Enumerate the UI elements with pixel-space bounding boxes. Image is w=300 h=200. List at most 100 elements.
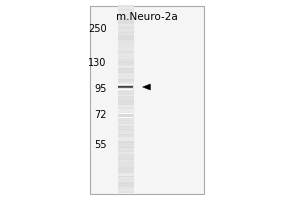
Bar: [118, 68, 134, 70]
Bar: [118, 118, 134, 120]
Text: 72: 72: [94, 110, 106, 120]
Bar: [118, 184, 134, 185]
Bar: [118, 54, 134, 55]
Bar: [118, 76, 134, 77]
Bar: [118, 149, 134, 151]
Bar: [118, 96, 134, 98]
Bar: [118, 146, 134, 148]
Bar: [118, 27, 134, 29]
Bar: [118, 123, 134, 124]
Bar: [118, 74, 134, 76]
Bar: [118, 9, 134, 10]
Bar: [118, 16, 134, 18]
Bar: [118, 41, 134, 43]
Bar: [118, 91, 134, 93]
Bar: [118, 99, 134, 101]
Bar: [118, 105, 134, 107]
Bar: [118, 179, 134, 180]
Bar: [118, 37, 134, 38]
Bar: [118, 7, 134, 9]
Bar: [118, 88, 134, 90]
Bar: [118, 171, 134, 173]
Bar: [118, 21, 134, 23]
Bar: [118, 115, 134, 116]
Bar: [118, 182, 134, 184]
Bar: [118, 138, 134, 140]
Bar: [118, 34, 134, 35]
Bar: [118, 90, 134, 91]
Bar: [118, 127, 134, 129]
Bar: [118, 20, 134, 21]
Bar: [118, 110, 134, 112]
Bar: [118, 65, 134, 66]
Text: 55: 55: [94, 140, 106, 150]
Bar: [118, 51, 134, 52]
Bar: [118, 98, 134, 99]
Text: 95: 95: [94, 84, 106, 94]
Bar: [118, 85, 134, 87]
Bar: [118, 45, 134, 46]
Bar: [118, 13, 134, 15]
Bar: [118, 55, 134, 57]
Bar: [118, 159, 134, 160]
Bar: [118, 165, 134, 166]
Bar: [118, 26, 134, 27]
Bar: [118, 40, 134, 41]
Bar: [118, 35, 134, 37]
Bar: [118, 137, 134, 138]
Bar: [118, 141, 134, 143]
Bar: [119, 113, 133, 114]
Bar: [118, 132, 134, 134]
Bar: [118, 73, 134, 74]
Bar: [118, 7, 134, 193]
Bar: [118, 145, 134, 146]
Bar: [118, 62, 134, 63]
Bar: [118, 140, 134, 141]
Bar: [118, 29, 134, 30]
Bar: [118, 101, 134, 102]
Bar: [118, 71, 134, 73]
Bar: [118, 151, 134, 152]
Bar: [118, 18, 134, 20]
Bar: [118, 154, 134, 155]
Bar: [118, 121, 134, 123]
Bar: [118, 30, 134, 32]
Bar: [118, 77, 134, 79]
Bar: [118, 93, 134, 95]
Bar: [118, 79, 134, 80]
Bar: [90, 6, 204, 194]
Bar: [118, 181, 134, 182]
Bar: [118, 134, 134, 135]
Bar: [118, 82, 134, 84]
Bar: [118, 109, 134, 110]
Polygon shape: [142, 84, 150, 90]
Bar: [118, 70, 134, 71]
Bar: [118, 43, 134, 45]
Bar: [118, 170, 134, 171]
Bar: [118, 52, 134, 54]
Bar: [118, 15, 134, 16]
Text: 130: 130: [88, 58, 106, 68]
Bar: [118, 174, 134, 176]
Bar: [118, 59, 134, 60]
Bar: [118, 126, 134, 127]
Bar: [118, 32, 134, 34]
Bar: [118, 102, 134, 104]
Bar: [118, 24, 134, 26]
Bar: [118, 116, 134, 118]
Bar: [118, 10, 134, 12]
Bar: [118, 87, 134, 88]
Bar: [118, 60, 134, 62]
Bar: [119, 117, 133, 118]
Bar: [118, 124, 134, 126]
Bar: [118, 173, 134, 174]
Bar: [118, 135, 134, 137]
Bar: [118, 38, 134, 40]
Bar: [118, 176, 134, 177]
Bar: [118, 148, 134, 149]
Text: 250: 250: [88, 24, 106, 34]
Bar: [118, 48, 134, 49]
Bar: [118, 187, 134, 188]
Bar: [118, 188, 134, 190]
Bar: [118, 152, 134, 154]
